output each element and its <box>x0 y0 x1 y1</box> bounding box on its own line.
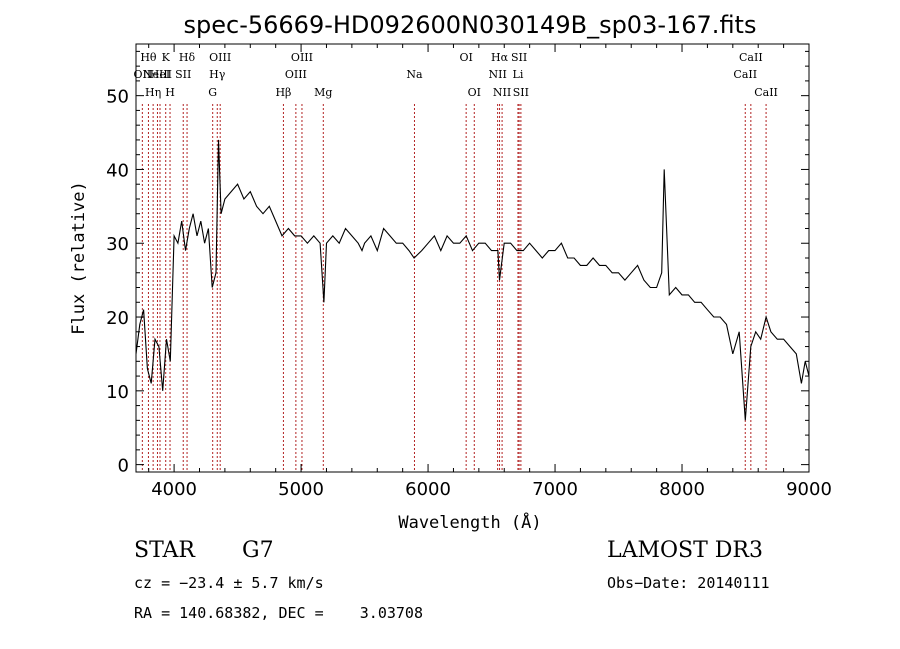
line-label: OII <box>133 68 151 81</box>
spectrum-series <box>135 139 810 421</box>
y-tick-label: 0 <box>118 456 129 477</box>
line-label: G <box>208 86 217 99</box>
y-tick-label: 10 <box>106 382 129 403</box>
y-tick-label: 30 <box>106 234 129 255</box>
line-label: CaII <box>733 68 757 81</box>
line-label: Li <box>513 68 524 81</box>
line-label: SII <box>175 68 191 81</box>
line-label: OIII <box>285 68 307 81</box>
line-label: Hα <box>491 51 509 64</box>
y-tick-label: 20 <box>106 308 129 329</box>
line-label: Mg <box>314 86 332 99</box>
chart-title: spec-56669-HD092600N030149B_sp03-167.fit… <box>184 11 757 39</box>
line-label: Na <box>406 68 423 81</box>
line-label: NII <box>493 86 511 99</box>
plot-frame <box>135 43 810 473</box>
observation-date: Obs−Date: 20140111 <box>607 574 770 592</box>
line-label: OIII <box>291 51 313 64</box>
line-label: Hη <box>145 86 161 99</box>
line-label: SII <box>513 86 529 99</box>
line-label: OIII <box>209 51 231 64</box>
coordinates: RA = 140.68382, DEC = 3.03708 <box>134 604 423 622</box>
x-tick-label: 7000 <box>532 479 578 500</box>
object-subclass: G7 <box>242 538 274 563</box>
x-axis-label: Wavelength (Å) <box>398 511 541 533</box>
line-label: H <box>165 86 175 99</box>
x-tick-label: 5000 <box>278 479 324 500</box>
x-tick-label: 4000 <box>151 479 197 500</box>
line-label: CaII <box>739 51 763 64</box>
x-tick-label: 6000 <box>405 479 451 500</box>
line-markers <box>141 104 767 472</box>
x-tick-label: 9000 <box>786 479 832 500</box>
line-label: NeIII <box>143 68 172 81</box>
line-label: HeI <box>150 68 170 81</box>
line-label: OI <box>459 51 472 64</box>
line-label: NII <box>488 68 506 81</box>
line-label: Hγ <box>209 68 226 81</box>
y-axis-label: Flux (relative) <box>69 181 89 335</box>
object-class: STAR <box>134 538 195 563</box>
line-labels: OIIHθHηNeIIIHeIKHSIIHδGHγOIIIHβOIIIOIIIM… <box>133 51 777 99</box>
spectrum-chart: spec-56669-HD092600N030149B_sp03-167.fit… <box>69 11 832 533</box>
line-label: Hδ <box>179 51 196 64</box>
y-tick-label: 40 <box>106 160 129 181</box>
y-axis: 0 10 20 30 40 50 <box>106 50 809 477</box>
line-label: K <box>162 51 171 64</box>
x-axis: 4000 5000 6000 7000 8000 9000 <box>148 44 832 500</box>
line-label: Hβ <box>275 86 291 99</box>
line-label: SII <box>511 51 527 64</box>
survey-name: LAMOST DR3 <box>607 538 763 563</box>
y-tick-label: 50 <box>106 87 129 108</box>
line-label: Hθ <box>140 51 157 64</box>
line-label: CaII <box>754 86 778 99</box>
x-tick-label: 8000 <box>659 479 705 500</box>
line-label: OI <box>468 86 481 99</box>
redshift-velocity: cz = −23.4 ± 5.7 km/s <box>134 574 324 592</box>
